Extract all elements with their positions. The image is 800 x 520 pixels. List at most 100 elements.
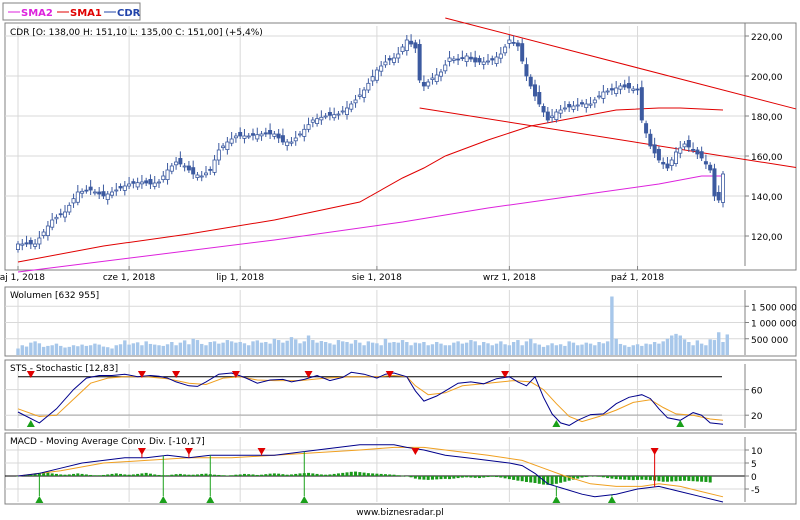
volume-bar — [610, 296, 614, 355]
candle-body — [127, 183, 132, 187]
volume-bar — [511, 342, 516, 355]
x-tick-label: cze 1, 2018 — [103, 273, 156, 283]
macd-histogram-bar — [114, 473, 118, 476]
candle-body — [661, 161, 666, 165]
macd-histogram-bar — [700, 476, 704, 482]
volume-bar — [388, 342, 392, 355]
volume-bar — [41, 346, 46, 355]
volume-bar — [191, 338, 195, 355]
candle-body — [161, 175, 166, 180]
macd-histogram-bar — [234, 474, 238, 476]
macd-histogram-bar — [315, 473, 319, 476]
volume-bar — [614, 338, 618, 355]
candle-body — [721, 173, 726, 203]
volume-bar — [268, 343, 272, 355]
candle-body — [24, 242, 29, 245]
volume-bar — [635, 344, 640, 355]
macd-histogram-bar — [217, 474, 221, 476]
macd-histogram-bar — [606, 476, 610, 479]
macd-histogram-bar — [422, 476, 426, 480]
legend-sma1-label: SMA1 — [70, 8, 102, 19]
candle-body — [246, 135, 251, 138]
macd-histogram-bar — [307, 472, 311, 476]
macd-histogram-bar — [42, 472, 46, 476]
macd-histogram-bar — [140, 473, 144, 476]
sma1-line — [17, 107, 724, 263]
volume-bar — [345, 342, 349, 355]
macd-histogram-bar — [507, 476, 511, 480]
y-tick-label: 1 000 000 — [751, 320, 797, 330]
volume-bar — [661, 341, 665, 355]
volume-bar — [422, 342, 426, 355]
volume-bar — [195, 340, 200, 355]
macd-histogram-bar — [191, 474, 195, 476]
candle-body — [28, 239, 33, 245]
macd-histogram-bar — [413, 476, 417, 479]
candle-body — [340, 110, 345, 113]
volume-bar — [405, 342, 409, 355]
macd-histogram-bar — [524, 476, 528, 482]
volume-bar — [306, 335, 311, 355]
footer-credit: www.biznesradar.pl — [356, 508, 443, 518]
volume-bar — [383, 338, 388, 355]
macd-histogram-bar — [89, 474, 93, 476]
candle-body — [609, 88, 614, 91]
price-panel-frame — [4, 22, 797, 271]
trendline-upper — [445, 17, 797, 110]
volume-bar — [165, 344, 170, 355]
volume-bar — [349, 343, 353, 355]
candle-body — [443, 64, 448, 72]
candle-body — [567, 104, 572, 108]
candle-body — [631, 88, 636, 91]
candle-body — [460, 57, 465, 59]
macd-histogram-bar — [127, 474, 131, 476]
volume-bar — [97, 344, 101, 355]
volume-bar — [400, 340, 405, 355]
volume-bar — [426, 345, 430, 355]
candle-body — [520, 43, 525, 62]
macd-histogram-bar — [452, 476, 456, 479]
candle-body — [366, 82, 371, 91]
volume-bar — [605, 341, 610, 355]
candle-body — [622, 84, 627, 88]
stochastic-signal-line — [17, 374, 724, 423]
macd-histogram-bar — [396, 475, 400, 476]
macd-histogram-bar — [537, 476, 541, 484]
macd-histogram-bar — [170, 474, 174, 476]
macd-histogram-bar — [101, 474, 105, 476]
candle-body — [434, 74, 439, 82]
macd-histogram-bar — [247, 474, 251, 476]
volume-bar — [358, 342, 362, 355]
volume-bar — [558, 344, 563, 355]
macd-histogram-bar — [409, 476, 413, 478]
candle-body — [370, 76, 375, 82]
volume-bar — [174, 345, 178, 355]
macd-histogram-bar — [328, 474, 332, 476]
macd-histogram-bar — [375, 473, 379, 476]
candle-body — [468, 56, 473, 60]
volume-bar — [392, 342, 396, 355]
macd-histogram-bar — [631, 476, 635, 481]
volume-bar — [477, 345, 482, 355]
macd-histogram-bar — [435, 476, 439, 480]
macd-histogram-bar — [148, 473, 152, 476]
macd-histogram-bar — [362, 472, 366, 476]
candle-body — [327, 112, 332, 116]
candle-body — [571, 105, 576, 110]
volume-bar — [580, 344, 584, 355]
volume-bar — [375, 343, 379, 355]
macd-histogram-bar — [520, 476, 524, 482]
macd-histogram-bar — [63, 474, 67, 476]
volume-bar — [520, 345, 524, 355]
volume-bar — [272, 338, 277, 355]
macd-histogram-bar — [627, 476, 631, 480]
candle-body — [409, 40, 414, 45]
volume-bar — [88, 345, 93, 355]
candle-body — [447, 57, 452, 62]
candle-body — [45, 225, 50, 236]
candle-body — [503, 46, 508, 54]
candle-body — [169, 165, 174, 172]
candle-body — [362, 89, 367, 98]
macd-histogram-bar — [695, 476, 699, 482]
